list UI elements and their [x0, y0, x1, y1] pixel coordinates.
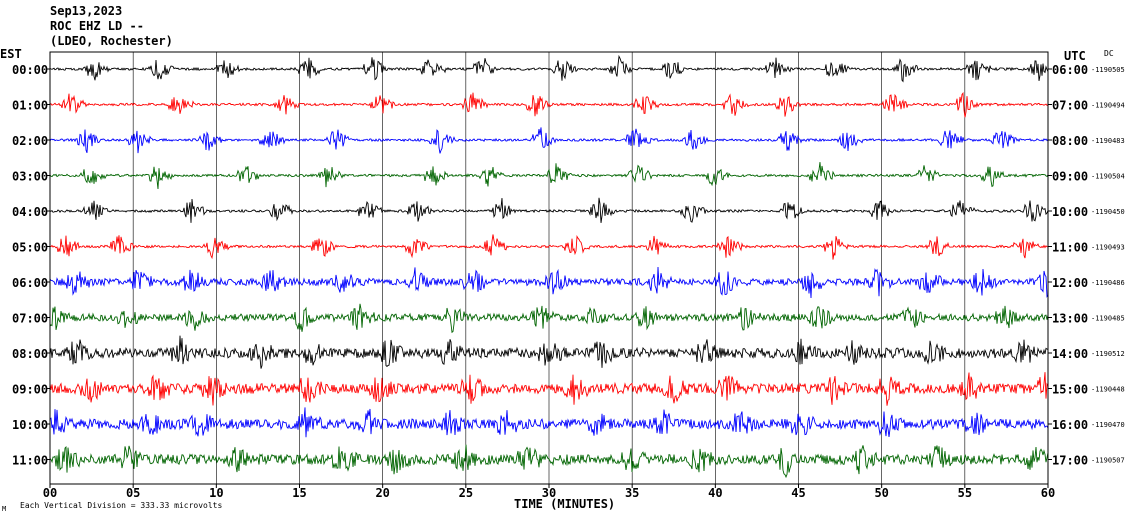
est-hour-label: 06:00	[12, 276, 48, 290]
dc-offset-label: -1190505	[1091, 66, 1125, 74]
dc-offset-label: -1190448	[1091, 386, 1125, 394]
trace-11:00	[49, 444, 1049, 479]
utc-hour-label: 11:00	[1052, 241, 1088, 255]
trace-02:00	[49, 127, 1049, 154]
x-axis-title: TIME (MINUTES)	[514, 497, 615, 511]
x-tick-label: 45	[791, 486, 805, 500]
utc-hour-label: 13:00	[1052, 312, 1088, 326]
dc-offset-label: -1190483	[1091, 137, 1125, 145]
x-tick-label: 55	[958, 486, 972, 500]
plot-date: Sep13,2023	[50, 4, 123, 18]
est-hour-label: 02:00	[12, 134, 48, 148]
utc-hour-label: 14:00	[1052, 347, 1088, 361]
utc-axis-label: UTC	[1064, 49, 1086, 63]
trace-group	[49, 54, 1049, 479]
trace-10:00	[49, 407, 1049, 438]
x-tick-label: 60	[1041, 486, 1055, 500]
trace-09:00	[49, 372, 1049, 406]
utc-hour-label: 09:00	[1052, 170, 1088, 184]
dc-offset-label: -1190493	[1091, 244, 1125, 252]
dc-offset-label: -1190485	[1091, 315, 1125, 323]
utc-hour-label: 07:00	[1052, 99, 1088, 113]
utc-hour-label: 15:00	[1052, 383, 1088, 397]
est-hour-label: 09:00	[12, 383, 48, 397]
dc-offset-label: -1190504	[1091, 173, 1125, 181]
est-hour-label: 08:00	[12, 347, 48, 361]
utc-hour-label: 10:00	[1052, 205, 1088, 219]
scale-mark: M	[2, 505, 6, 513]
x-tick-label: 25	[459, 486, 473, 500]
x-tick-label: 30	[542, 486, 556, 500]
trace-00:00	[49, 54, 1049, 83]
est-hour-label: 01:00	[12, 99, 48, 113]
est-hour-label: 03:00	[12, 170, 48, 184]
est-hour-label: 07:00	[12, 312, 48, 326]
dc-offset-label: -1190494	[1091, 102, 1125, 110]
utc-hour-label: 16:00	[1052, 418, 1088, 432]
est-hour-label: 00:00	[12, 63, 48, 77]
x-tick-label: 20	[375, 486, 389, 500]
trace-05:00	[49, 234, 1049, 260]
est-axis-label: EST	[0, 47, 22, 61]
plot-frame	[49, 51, 1049, 485]
est-hour-label: 05:00	[12, 241, 48, 255]
network-name: (LDEO, Rochester)	[50, 34, 173, 48]
dc-offset-label: -1190470	[1091, 421, 1125, 429]
utc-hour-label: 06:00	[1052, 63, 1088, 77]
trace-03:00	[49, 162, 1049, 190]
dc-label: DC	[1104, 49, 1114, 58]
x-tick-label: 40	[708, 486, 722, 500]
trace-07:00	[49, 303, 1049, 334]
dc-offset-label: -1190486	[1091, 279, 1125, 287]
trace-06:00	[49, 266, 1049, 299]
x-tick-label: 35	[625, 486, 639, 500]
x-tick-label: 10	[209, 486, 223, 500]
dc-offset-label: -1190450	[1091, 208, 1125, 216]
est-hour-label: 10:00	[12, 418, 48, 432]
x-tick-label: 00	[43, 486, 57, 500]
trace-04:00	[49, 197, 1049, 223]
station-code: ROC EHZ LD --	[50, 19, 144, 33]
trace-08:00	[49, 335, 1049, 369]
utc-hour-label: 17:00	[1052, 454, 1088, 468]
x-tick-label: 50	[874, 486, 888, 500]
utc-hour-label: 12:00	[1052, 276, 1088, 290]
dc-offset-label: -1190512	[1091, 350, 1125, 358]
dc-offset-label: -1190507	[1091, 457, 1125, 465]
x-tick-label: 15	[292, 486, 306, 500]
est-hour-label: 11:00	[12, 454, 48, 468]
x-tick-label: 05	[126, 486, 140, 500]
scale-note: Each Vertical Division = 333.33 microvol…	[20, 501, 222, 510]
trace-01:00	[49, 92, 1049, 118]
utc-hour-label: 08:00	[1052, 134, 1088, 148]
est-hour-label: 04:00	[12, 205, 48, 219]
